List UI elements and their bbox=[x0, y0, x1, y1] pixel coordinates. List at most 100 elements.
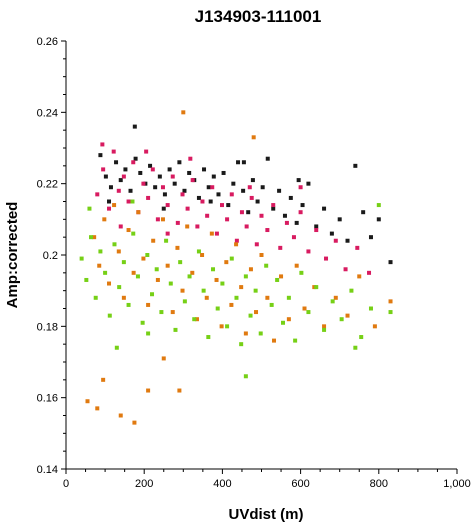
data-point bbox=[294, 263, 299, 268]
data-point bbox=[271, 203, 276, 208]
data-point bbox=[180, 288, 185, 293]
data-point bbox=[388, 310, 393, 315]
data-point bbox=[180, 192, 185, 197]
data-point bbox=[157, 174, 162, 179]
data-point bbox=[201, 288, 206, 293]
data-point bbox=[131, 231, 136, 236]
data-point bbox=[353, 163, 358, 168]
data-point bbox=[234, 295, 239, 300]
data-point bbox=[254, 310, 259, 315]
data-point bbox=[154, 267, 159, 272]
data-point bbox=[121, 295, 126, 300]
data-point bbox=[130, 199, 135, 204]
x-tick-label: 800 bbox=[370, 478, 388, 490]
data-point bbox=[112, 203, 117, 208]
data-point bbox=[148, 163, 153, 168]
data-point bbox=[102, 217, 107, 222]
data-point bbox=[121, 260, 126, 265]
x-tick-label: 0 bbox=[63, 478, 69, 490]
x-tick-label: 600 bbox=[291, 478, 309, 490]
data-point bbox=[116, 249, 121, 254]
data-point bbox=[339, 317, 344, 322]
data-point bbox=[216, 192, 221, 197]
data-point bbox=[160, 217, 165, 222]
data-point bbox=[324, 256, 329, 261]
data-point bbox=[239, 285, 244, 290]
data-point bbox=[196, 249, 201, 254]
data-point bbox=[247, 185, 252, 190]
data-point bbox=[215, 306, 220, 311]
data-point bbox=[249, 195, 254, 200]
data-point bbox=[277, 188, 282, 193]
data-point bbox=[248, 313, 253, 318]
data-point bbox=[243, 274, 248, 279]
x-axis-label: UVdist (m) bbox=[229, 506, 304, 523]
data-point bbox=[254, 242, 259, 247]
data-point bbox=[155, 277, 160, 282]
data-point bbox=[294, 220, 299, 225]
data-point bbox=[121, 174, 126, 179]
y-tick-label: 0.16 bbox=[37, 393, 58, 405]
data-point bbox=[159, 310, 164, 315]
data-point bbox=[136, 210, 141, 215]
data-point bbox=[314, 224, 319, 229]
data-point bbox=[259, 253, 264, 257]
data-point bbox=[220, 281, 225, 286]
data-point bbox=[79, 256, 84, 261]
data-point bbox=[265, 156, 270, 161]
data-point bbox=[269, 302, 274, 307]
data-point bbox=[275, 277, 280, 282]
data-point bbox=[155, 217, 160, 222]
data-point bbox=[126, 228, 131, 233]
data-point bbox=[271, 206, 276, 211]
data-point bbox=[322, 324, 327, 329]
data-point bbox=[368, 306, 373, 311]
data-point bbox=[140, 320, 145, 325]
data-point bbox=[131, 270, 136, 275]
data-point bbox=[241, 160, 246, 165]
data-point bbox=[239, 210, 244, 215]
data-point bbox=[173, 327, 178, 332]
data-point bbox=[210, 185, 215, 190]
data-point bbox=[355, 245, 360, 250]
data-point bbox=[349, 288, 354, 293]
data-point bbox=[329, 231, 334, 236]
data-point bbox=[206, 185, 211, 190]
data-point bbox=[165, 231, 170, 236]
data-point bbox=[168, 281, 173, 286]
data-point bbox=[192, 317, 197, 322]
data-points bbox=[79, 110, 393, 425]
data-point bbox=[126, 302, 131, 307]
data-point bbox=[239, 342, 244, 347]
data-point bbox=[279, 274, 284, 279]
data-point bbox=[314, 228, 319, 233]
y-tick-label: 0.24 bbox=[37, 107, 58, 119]
x-tick-label: 200 bbox=[135, 478, 153, 490]
data-point bbox=[272, 338, 277, 343]
data-point bbox=[185, 206, 190, 211]
data-point bbox=[162, 192, 167, 197]
data-point bbox=[145, 253, 150, 257]
data-point bbox=[253, 288, 258, 293]
data-point bbox=[322, 327, 327, 332]
data-point bbox=[293, 338, 298, 343]
data-point bbox=[264, 263, 269, 268]
data-point bbox=[234, 238, 239, 243]
data-point bbox=[131, 160, 136, 165]
y-tick-label: 0.2 bbox=[43, 250, 58, 262]
data-point bbox=[118, 224, 123, 229]
data-point bbox=[296, 178, 301, 183]
data-point bbox=[291, 235, 296, 240]
y-tick-label: 0.14 bbox=[37, 464, 58, 476]
data-point bbox=[177, 388, 182, 393]
data-point bbox=[161, 356, 166, 361]
data-point bbox=[205, 213, 210, 218]
data-point bbox=[220, 203, 225, 208]
data-point bbox=[388, 260, 393, 265]
data-point bbox=[234, 242, 239, 247]
data-point bbox=[108, 185, 113, 190]
data-point bbox=[118, 178, 123, 183]
data-point bbox=[150, 292, 155, 297]
data-point bbox=[114, 160, 119, 165]
